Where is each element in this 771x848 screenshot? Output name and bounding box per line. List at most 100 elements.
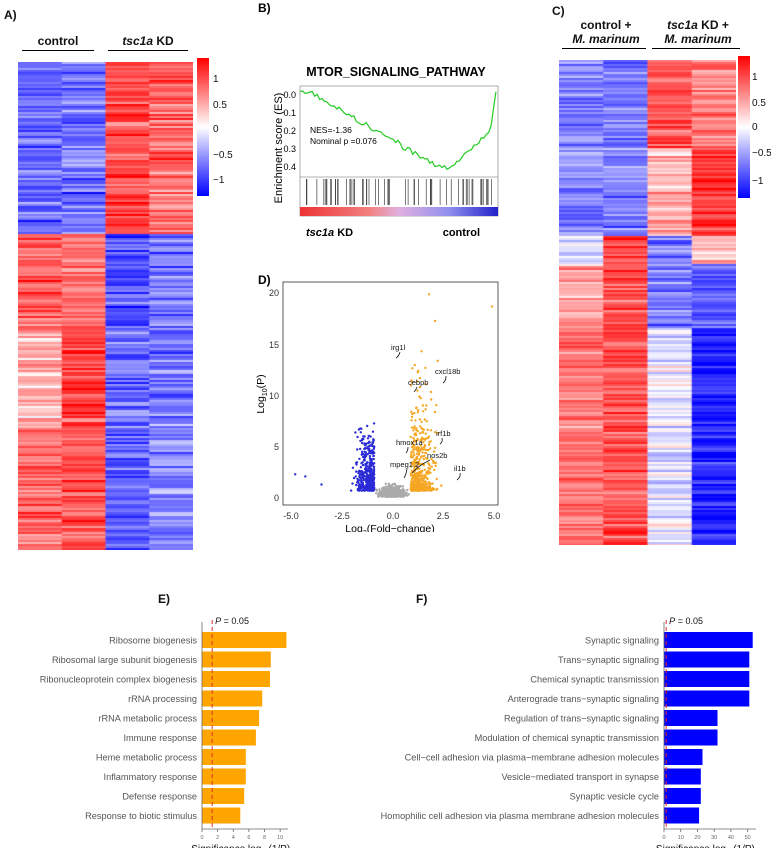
f-bar-6 xyxy=(664,749,703,765)
e-category-label-7: Inflammatory response xyxy=(104,772,197,782)
panel-a-label: A) xyxy=(4,8,17,22)
e-bar-4 xyxy=(202,710,260,726)
e-xtick-0: 0 xyxy=(200,835,203,841)
e-xtick-1: 2 xyxy=(216,835,219,841)
e-bar-7 xyxy=(202,768,246,785)
panel-c-bracket-1 xyxy=(562,48,646,49)
f-xtick-5: 50 xyxy=(745,835,751,841)
volcano-xtick-4: 5.0 xyxy=(488,511,501,521)
gene-label-irf1b: irf1b xyxy=(436,429,451,438)
volcano-points xyxy=(294,293,494,498)
bars-f: Synaptic signaling Trans−synaptic signali… xyxy=(381,616,756,848)
f-bar-0 xyxy=(664,632,753,648)
f-bar-4 xyxy=(664,710,718,726)
f-category-label-5: Modulation of chemical synaptic transmis… xyxy=(475,733,659,743)
e-bar-2 xyxy=(202,671,270,687)
bar-chart-f: Synaptic signaling Trans−synaptic signali… xyxy=(381,616,756,848)
colorbar-c xyxy=(738,56,750,198)
panel-a-bracket-2 xyxy=(108,50,188,51)
f-xtick-4: 40 xyxy=(728,835,734,841)
volcano-xtick-3: 2.5 xyxy=(437,511,450,521)
e-bar-6 xyxy=(202,749,246,765)
f-xlabel: Significance log10(1/P) xyxy=(656,844,755,848)
e-category-label-5: Immune response xyxy=(123,733,197,743)
e-xlabel: Significance log10(1/P) xyxy=(191,844,290,848)
panel-a-bracket-1 xyxy=(22,50,94,51)
volcano-ytick-1: 5 xyxy=(274,442,279,452)
gsea-ytick-1: 0.1 xyxy=(283,108,296,118)
f-category-label-0: Synaptic signaling xyxy=(585,636,659,646)
colorbar-a xyxy=(197,58,209,196)
volcano-ytick-2: 10 xyxy=(269,391,279,401)
gene-label-irg1l: irg1l xyxy=(391,343,406,352)
e-xtick-2: 4 xyxy=(232,835,235,841)
volcano-xlabel: Log2(Fold−change) xyxy=(345,523,434,532)
panel-c-group-control: control + M. marinum xyxy=(572,18,640,46)
f-bar-1 xyxy=(664,651,750,668)
panel-e-label: E) xyxy=(158,592,170,606)
volcano-xtick-1: -2.5 xyxy=(334,511,350,521)
gsea-right-label: control xyxy=(443,227,480,239)
f-bar-3 xyxy=(664,690,750,707)
f-bar-2 xyxy=(664,671,750,687)
e-category-label-3: rRNA processing xyxy=(128,694,197,704)
e-xtick-5: 10 xyxy=(277,835,283,841)
gsea-left-label: tsc1a KD xyxy=(306,227,353,239)
f-category-label-2: Chemical synaptic transmission xyxy=(530,675,659,685)
panel-f-label: F) xyxy=(416,592,428,606)
f-bar-5 xyxy=(664,729,718,746)
gsea-plot: B) MTOR_SIGNALING_PATHWAY Enrichment sco… xyxy=(258,1,499,239)
f-threshold-label: P = 0.05 xyxy=(669,616,703,626)
panel-a-group-kd: tsc1a KD xyxy=(122,34,174,48)
f-bar-9 xyxy=(664,807,700,824)
panel-a-group-control: control xyxy=(37,34,79,48)
f-category-label-3: Anterograde trans−synaptic signaling xyxy=(508,694,659,704)
volcano-plot: D) -5.0 -2.5 0.0 2.5 5.0 0 5 10 15 20 Lo… xyxy=(255,273,501,532)
f-category-label-4: Regulation of trans−synaptic signaling xyxy=(504,714,659,724)
panel-c-group-kd: tsc1a KD + M. marinum xyxy=(664,18,732,46)
e-xtick-3: 6 xyxy=(247,835,250,841)
f-xtick-1: 10 xyxy=(678,835,684,841)
gene-leader-lines xyxy=(395,351,461,481)
gsea-title: MTOR_SIGNALING_PATHWAY xyxy=(306,65,486,79)
f-category-label-1: Trans−synaptic signaling xyxy=(558,655,659,665)
f-category-label-6: Cell−cell adhesion via plasma−membrane a… xyxy=(405,753,660,763)
f-category-label-9: Homophilic cell adhesion via plasma memb… xyxy=(381,811,660,821)
volcano-xtick-0: -5.0 xyxy=(283,511,299,521)
e-bar-8 xyxy=(202,788,245,804)
e-bar-1 xyxy=(202,651,271,668)
gsea-pval: Nominal p =0.076 xyxy=(310,136,377,146)
panel-c-bracket-2 xyxy=(652,48,740,49)
f-bar-8 xyxy=(664,788,701,804)
gene-label-hmox1a: hmox1a xyxy=(396,438,424,447)
gsea-ytick-3: 0.3 xyxy=(283,144,296,154)
volcano-frame xyxy=(282,281,499,506)
bars-e: Ribosome biogenesis Ribosomal large subun… xyxy=(40,616,290,848)
gsea-frame xyxy=(299,85,499,217)
gsea-curve xyxy=(299,90,497,171)
e-category-label-2: Ribonucleoprotein complex biogenesis xyxy=(40,675,198,685)
volcano-xtick-2: 0.0 xyxy=(387,511,400,521)
f-category-label-7: Vesicle−mediated transport in synapse xyxy=(501,772,659,782)
e-category-label-9: Response to biotic stimulus xyxy=(85,811,197,821)
gsea-ylabel: Enrichment score (ES) xyxy=(273,93,285,204)
e-category-label-8: Defense response xyxy=(122,792,197,802)
volcano-ytick-0: 0 xyxy=(274,493,279,503)
panel-d-label: D) xyxy=(258,273,271,287)
gsea-ytick-0: 0.0 xyxy=(283,90,296,100)
gsea-hit-lines xyxy=(306,179,492,205)
volcano-ytick-4: 20 xyxy=(269,288,279,298)
gene-label-cebpb: cebpb xyxy=(408,378,428,387)
f-category-label-8: Synaptic vesicle cycle xyxy=(570,792,659,802)
f-xtick-3: 30 xyxy=(711,835,717,841)
gsea-ytick-2: 0.2 xyxy=(283,126,296,136)
volcano-ylabel: Log10(P) xyxy=(255,374,269,413)
f-xtick-2: 20 xyxy=(694,835,700,841)
e-category-label-1: Ribosomal large subunit biogenesis xyxy=(52,655,197,665)
gene-label-il1b: il1b xyxy=(454,464,466,473)
gsea-nes: NES=-1.36 xyxy=(310,125,352,135)
gene-label-nos2b: nos2b xyxy=(427,451,447,460)
bar-chart-e: Ribosome biogenesis Ribosomal large subun… xyxy=(40,616,290,848)
e-bar-3 xyxy=(202,690,263,707)
e-category-label-4: rRNA metabolic process xyxy=(98,714,197,724)
